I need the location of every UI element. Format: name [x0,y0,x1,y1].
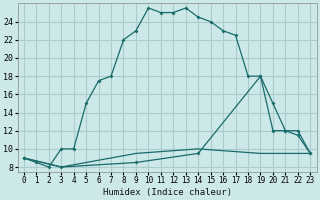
X-axis label: Humidex (Indice chaleur): Humidex (Indice chaleur) [103,188,232,197]
